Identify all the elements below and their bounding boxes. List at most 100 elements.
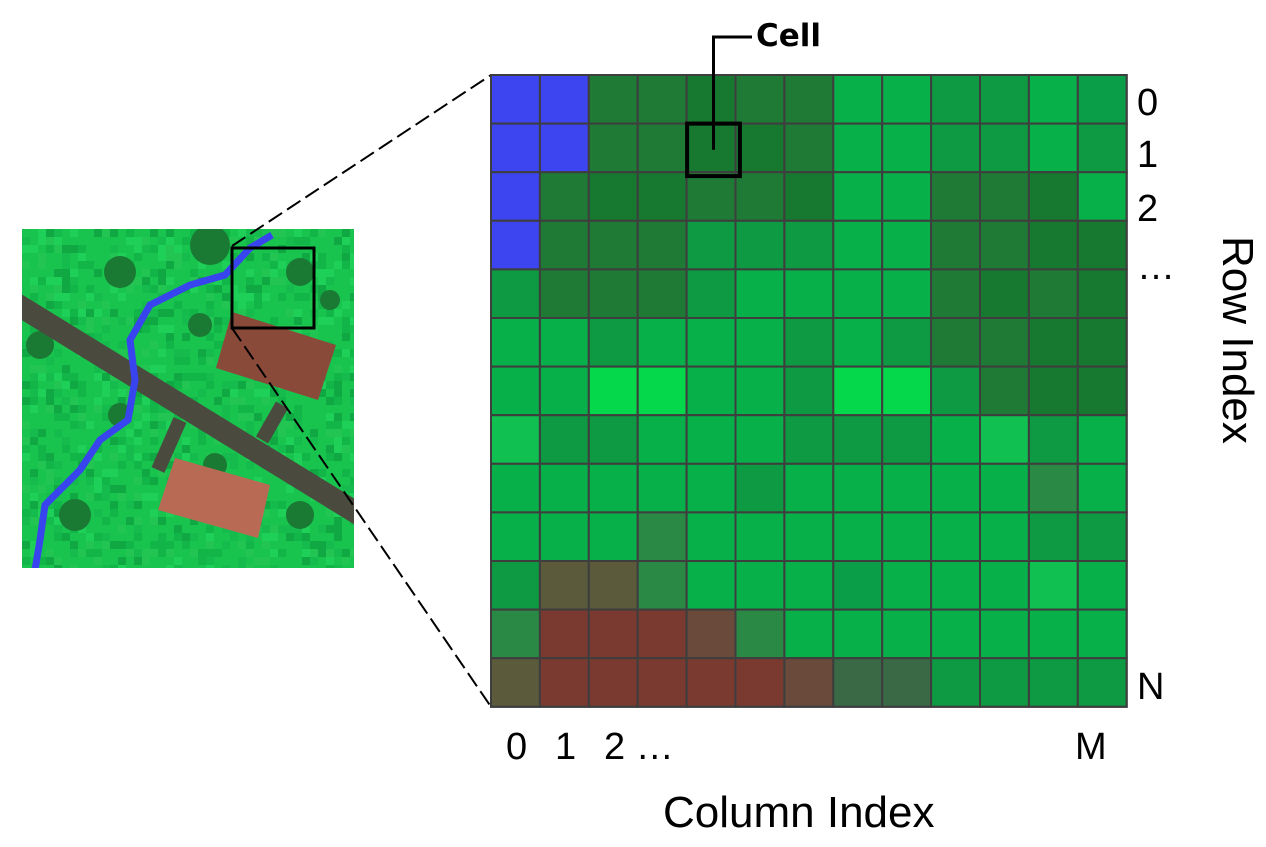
thumbnail-pixel — [294, 413, 302, 421]
thumbnail-pixel — [342, 261, 350, 269]
raster-cell-r12-c11 — [1027, 657, 1079, 708]
raster-cell-r7-c12 — [1076, 414, 1128, 465]
thumbnail-pixel — [302, 541, 310, 549]
thumbnail-pixel — [350, 253, 354, 261]
thumbnail-pixel — [182, 309, 190, 317]
raster-cell-r8-c2 — [587, 462, 639, 514]
raster-cell-r3-c4 — [685, 219, 737, 271]
thumbnail-pixel — [46, 509, 54, 517]
thumbnail-pixel — [318, 525, 326, 533]
raster-cell-r0-c6 — [783, 74, 835, 125]
raster-cell-r7-c4 — [685, 414, 737, 465]
thumbnail-pixel — [254, 229, 262, 237]
raster-cell-r9-c7 — [832, 511, 884, 563]
thumbnail-pixel — [326, 453, 334, 461]
thumbnail-pixel — [94, 493, 102, 501]
raster-cell-r5-c7 — [832, 317, 884, 368]
thumbnail-pixel — [302, 453, 310, 461]
thumbnail-pixel — [286, 485, 294, 493]
thumbnail-pixel — [350, 477, 354, 485]
thumbnail-pixel — [166, 413, 174, 421]
thumbnail-pixel — [54, 477, 62, 485]
thumbnail-pixel — [318, 277, 326, 285]
thumbnail-pixel — [70, 541, 78, 549]
thumbnail-pixel — [342, 245, 350, 253]
thumbnail-pixel — [110, 509, 118, 517]
raster-cell-r1-c12 — [1076, 122, 1128, 174]
thumbnail-pixel — [350, 365, 354, 373]
thumbnail-pixel — [150, 437, 158, 445]
thumbnail-pixel — [182, 541, 190, 549]
thumbnail-inset-box — [230, 246, 316, 330]
raster-cell-r12-c9 — [930, 657, 981, 708]
thumbnail-pixel — [294, 229, 302, 237]
thumbnail-pixel — [318, 541, 326, 549]
thumbnail-pixel — [206, 301, 214, 309]
thumbnail-pixel — [142, 277, 150, 285]
thumbnail-pixel — [238, 557, 246, 565]
road — [22, 294, 354, 525]
thumbnail-pixel — [230, 461, 238, 469]
thumbnail-pixel — [30, 501, 38, 509]
thumbnail-pixel — [342, 333, 350, 341]
thumbnail-pixel — [30, 277, 38, 285]
thumbnail-pixel — [94, 373, 102, 381]
thumbnail-pixel — [294, 237, 302, 245]
landscape-thumbnail — [22, 229, 354, 568]
thumbnail-pixel — [334, 381, 342, 389]
thumbnail-pixel — [110, 453, 118, 461]
thumbnail-pixel — [190, 453, 198, 461]
thumbnail-pixel — [278, 429, 286, 437]
thumbnail-pixel — [222, 277, 230, 285]
thumbnail-pixel — [198, 357, 206, 365]
thumbnail-pixel — [342, 237, 350, 245]
thumbnail-pixel — [246, 533, 254, 541]
raster-cell-r10-c3 — [636, 560, 688, 611]
raster-cell-r5-c3 — [636, 317, 688, 368]
thumbnail-pixel — [166, 261, 174, 269]
thumbnail-pixel — [350, 549, 354, 557]
raster-grid-border — [490, 74, 1128, 708]
thumbnail-pixel — [238, 565, 246, 568]
raster-cell-r8-c5 — [734, 462, 786, 514]
thumbnail-pixel — [206, 285, 214, 293]
thumbnail-pixel — [270, 269, 278, 277]
thumbnail-pixel — [30, 477, 38, 485]
thumbnail-pixel — [134, 237, 142, 245]
tree-canopy — [190, 229, 230, 265]
raster-cell-r11-c12 — [1076, 608, 1128, 660]
thumbnail-pixel — [158, 349, 166, 357]
column-index-title: Column Index — [663, 788, 935, 837]
raster-cell-r7-c1 — [538, 414, 590, 465]
raster-cell-r11-c4 — [685, 608, 737, 660]
thumbnail-pixel — [174, 381, 182, 389]
raster-cell-r11-c11 — [1027, 608, 1079, 660]
thumbnail-pixel — [198, 557, 206, 565]
thumbnail-pixel — [102, 341, 110, 349]
thumbnail-pixel — [102, 493, 110, 501]
tree-canopy — [286, 501, 314, 529]
raster-cell-r8-c6 — [783, 462, 835, 514]
thumbnail-pixel — [22, 437, 30, 445]
thumbnail-pixel — [246, 549, 254, 557]
thumbnail-pixel — [94, 269, 102, 277]
thumbnail-pixel — [86, 533, 94, 541]
raster-cell-r10-c10 — [979, 560, 1030, 611]
thumbnail-pixel — [238, 405, 246, 413]
thumbnail-pixel — [134, 493, 142, 501]
raster-cell-r7-c0 — [490, 414, 541, 465]
thumbnail-pixel — [54, 293, 62, 301]
thumbnail-pixel — [70, 229, 78, 237]
thumbnail-pixel — [142, 317, 150, 325]
thumbnail-pixel — [30, 381, 38, 389]
thumbnail-pixel — [150, 245, 158, 253]
thumbnail-pixel — [350, 485, 354, 493]
thumbnail-pixel — [150, 365, 158, 373]
thumbnail-pixel — [318, 229, 326, 237]
thumbnail-pixel — [78, 309, 86, 317]
raster-cell-r6-c4 — [685, 365, 737, 417]
thumbnail-pixel — [334, 349, 342, 357]
raster-cell-r2-c9 — [930, 171, 981, 222]
thumbnail-pixel — [70, 277, 78, 285]
